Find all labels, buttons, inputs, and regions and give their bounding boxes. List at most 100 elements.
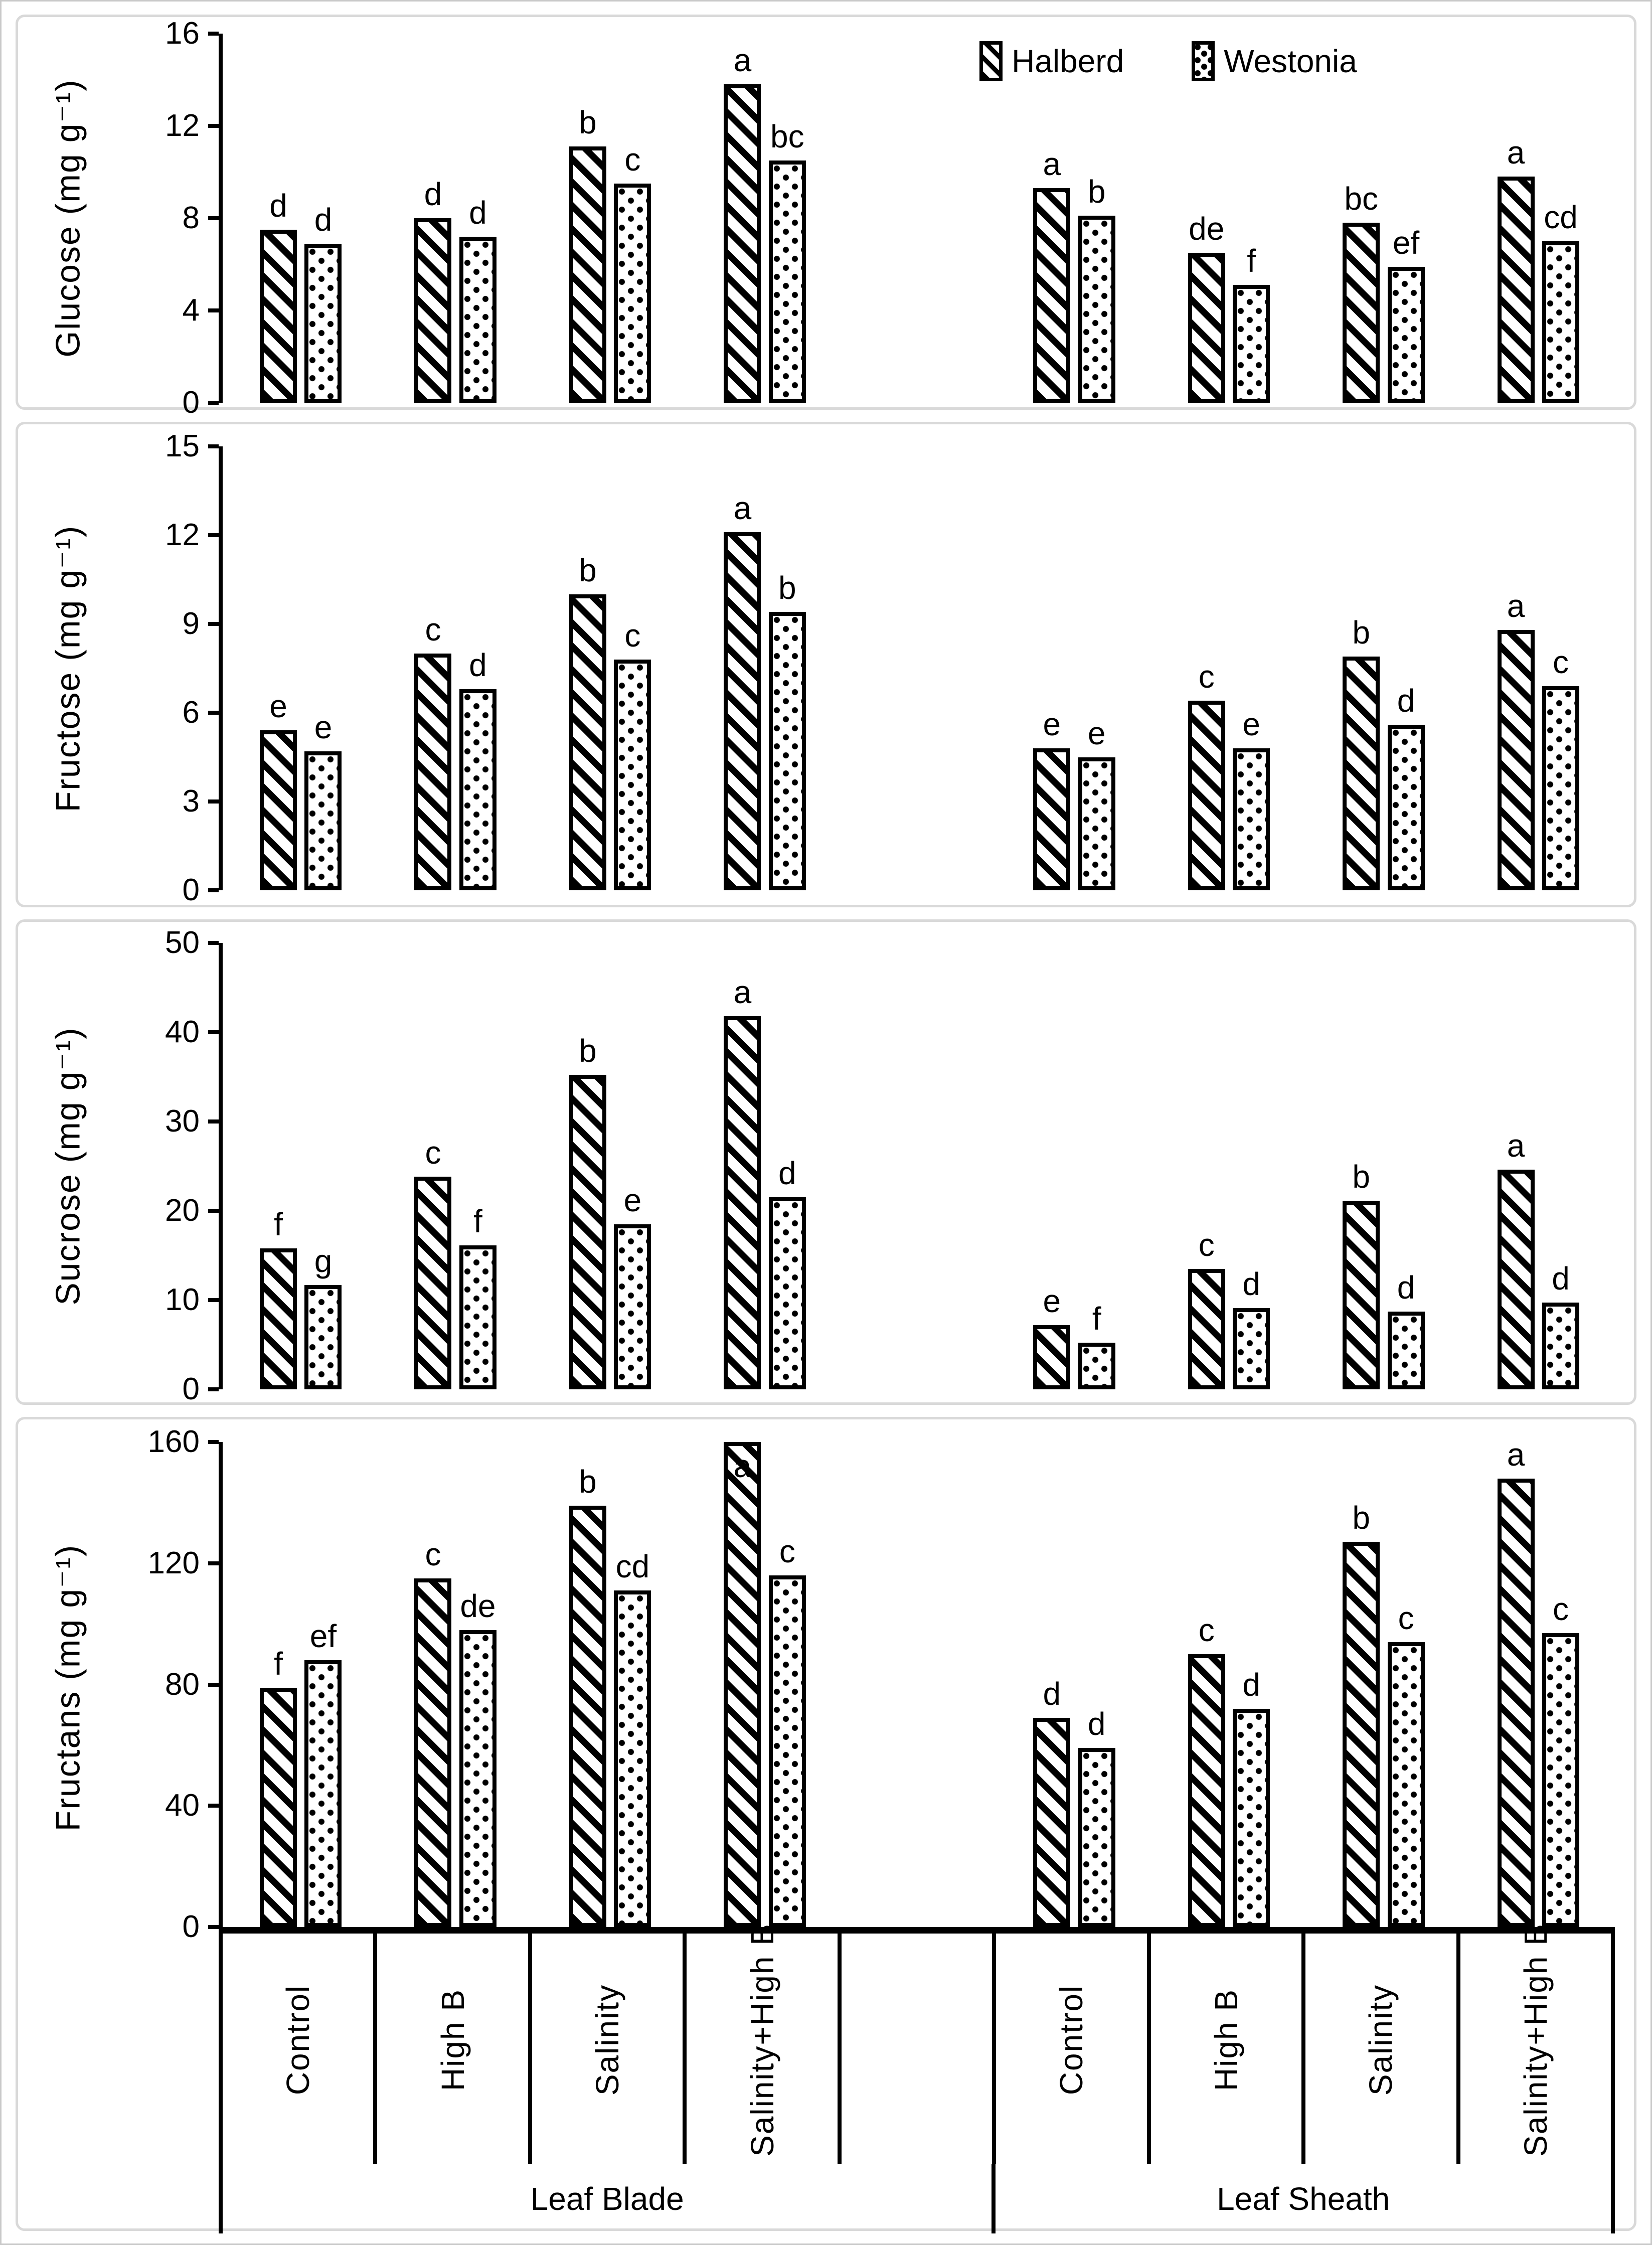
y-tick-label: 0 [182, 1372, 200, 1406]
significance-letter: d [1552, 1260, 1570, 1297]
bar-westonia-leaf-sheath [1542, 241, 1580, 403]
bar-westonia-leaf-blade [768, 1197, 806, 1389]
significance-letter: c [624, 617, 641, 654]
halberd-hatch-swatch-icon [979, 41, 1003, 81]
bar-westonia-leaf-sheath [1233, 285, 1270, 403]
bar-group: bc ef [1305, 34, 1460, 403]
significance-letter: d [469, 194, 487, 231]
significance-letter: b [579, 1033, 597, 1069]
bar-group: b cd [532, 1442, 687, 1927]
significance-letter: d [1397, 1269, 1415, 1306]
significance-letter: cd [615, 1548, 650, 1585]
x-treatment-cell: Control [223, 1934, 378, 2164]
y-tick-mark [208, 1561, 219, 1565]
bar-halberd-leaf-sheath [1033, 1717, 1071, 1927]
significance-letter: f [1247, 243, 1256, 279]
significance-letter: a [1507, 1436, 1525, 1473]
bar-westonia-leaf-blade [304, 243, 342, 403]
bar-westonia-leaf-sheath [1233, 1708, 1270, 1927]
y-tick-mark [208, 1209, 219, 1213]
bar-group: de f [1151, 34, 1305, 403]
bar-halberd-leaf-blade [414, 654, 452, 890]
significance-letter: c [1553, 644, 1569, 680]
bar-group: c de [377, 1442, 532, 1927]
bar-westonia-leaf-blade [459, 689, 497, 890]
significance-letter: b [1352, 1500, 1370, 1536]
legend: Halberd Westonia [979, 41, 1357, 81]
y-tick-mark [208, 1387, 219, 1391]
y-tick-mark [208, 444, 219, 448]
significance-letter: c [425, 1536, 441, 1572]
plot-area-fructans: 0 40 80 120 160 f ef c de b cd a c d d c d b c a c [148, 1426, 1615, 1943]
bar-halberd-leaf-blade [724, 532, 761, 890]
x-treatment-cell: Salinity+High B [687, 1923, 842, 2164]
bar-westonia-leaf-sheath [1387, 724, 1425, 890]
y-tick-label: 3 [182, 784, 200, 819]
y-axis-gutter: Sucrose (mg g⁻¹) [18, 943, 219, 1389]
significance-letter: b [778, 570, 796, 606]
significance-letter: b [1352, 1159, 1370, 1195]
panel-fructans: Fructans (mg g⁻¹) 0 40 80 120 160 f ef c de b cd a c… [16, 1417, 1636, 2233]
y-tick-label: 12 [165, 518, 200, 552]
plot-area-fructose: 0 3 6 9 12 15 e e c d b c a b e e c e b d a c [165, 431, 1615, 906]
bar-halberd-leaf-sheath [1033, 188, 1071, 403]
y-tick-mark [208, 1804, 219, 1808]
significance-letter: a [733, 974, 752, 1010]
bar-westonia-leaf-blade [614, 184, 651, 403]
x-category-label: Control [280, 1984, 316, 2095]
x-spacer-cell [842, 1934, 997, 2164]
significance-letter: d [469, 647, 487, 683]
bar-westonia-leaf-blade [304, 1660, 342, 1927]
y-tick-label: 8 [182, 201, 200, 235]
significance-letter: d [1242, 1266, 1260, 1303]
y-axis-label: Fructose (mg g⁻¹) [49, 525, 87, 812]
y-tick-mark [208, 1119, 219, 1124]
bar-westonia-leaf-sheath [1233, 748, 1270, 890]
bar-halberd-leaf-sheath [1497, 1478, 1535, 1927]
significance-letter: c [1198, 1612, 1215, 1649]
y-tick-label: 16 [165, 16, 200, 51]
bar-westonia-leaf-blade [304, 1285, 342, 1389]
x-treatment-cell: High B [1151, 1934, 1306, 2164]
bar-westonia-leaf-blade [304, 751, 342, 890]
y-tick-mark [208, 711, 219, 715]
significance-letter: a [1507, 587, 1525, 624]
y-tick-mark [208, 1682, 219, 1687]
significance-letter: b [1087, 174, 1106, 210]
significance-letter: d [1087, 1706, 1106, 1742]
x-category-label: Salinity+High B [1517, 1922, 1554, 2157]
y-tick-mark [208, 216, 219, 220]
spacer-column [842, 943, 996, 1389]
bar-halberd-leaf-blade [724, 1016, 761, 1389]
bar-westonia-leaf-blade [614, 659, 651, 890]
y-tick-mark [208, 32, 219, 36]
x-category-label: Salinity+High B [744, 1922, 780, 2157]
westonia-dots-swatch-icon [1192, 41, 1215, 81]
legend-label-halberd: Halberd [1012, 43, 1124, 79]
x-treatment-cell: Salinity+High B [1460, 1923, 1611, 2164]
bar-halberd-leaf-blade [724, 1442, 761, 1927]
bar-westonia-leaf-sheath [1542, 686, 1580, 890]
bar-westonia-leaf-sheath [1078, 216, 1115, 403]
significance-letter: e [623, 1182, 642, 1218]
y-axis-gutter: Fructose (mg g⁻¹) [18, 446, 219, 890]
y-tick-label: 40 [165, 1788, 200, 1823]
bar-halberd-leaf-blade [414, 1578, 452, 1927]
significance-letter: b [579, 104, 597, 141]
bar-group: a cd [1460, 34, 1615, 403]
bar-group: a bc [687, 34, 841, 403]
x-axis-table: Control High B Salinity Salinity+High B Cont… [219, 1923, 1615, 2233]
bar-westonia-leaf-blade [768, 1575, 806, 1927]
bar-westonia-leaf-sheath [1078, 757, 1115, 890]
